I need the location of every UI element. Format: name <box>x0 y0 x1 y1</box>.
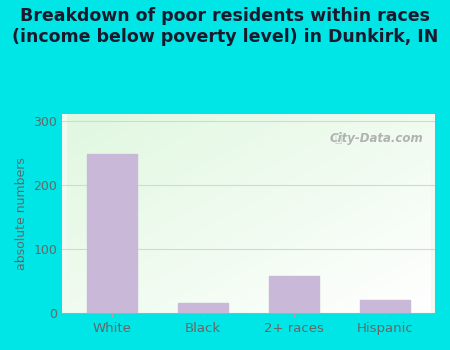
Bar <box>269 276 319 313</box>
Bar <box>178 303 228 313</box>
Text: Breakdown of poor residents within races
(income below poverty level) in Dunkirk: Breakdown of poor residents within races… <box>12 7 438 46</box>
Y-axis label: absolute numbers: absolute numbers <box>15 157 28 270</box>
Text: ⓘ: ⓘ <box>334 132 342 145</box>
Bar <box>360 300 410 313</box>
Bar <box>87 154 137 313</box>
Text: City-Data.com: City-Data.com <box>330 132 424 145</box>
